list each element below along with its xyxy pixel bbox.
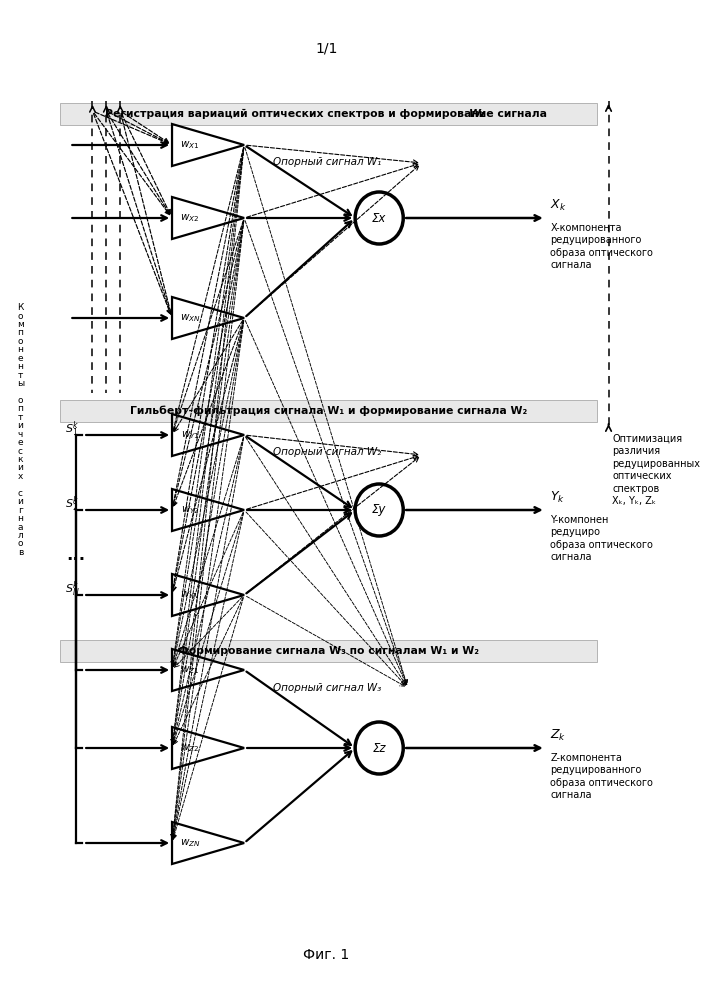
Text: Σy: Σy: [372, 504, 387, 516]
Text: $w_{X2}$: $w_{X2}$: [180, 212, 199, 224]
Text: Опорный сигнал W₂: Опорный сигнал W₂: [273, 447, 381, 457]
Text: Фиг. 1: Фиг. 1: [303, 948, 349, 962]
Text: $S^k_N$: $S^k_N$: [65, 579, 79, 599]
Text: ...: ...: [66, 546, 86, 564]
Text: $w_{YN}$: $w_{YN}$: [180, 589, 200, 601]
Text: $w_{Y2}$: $w_{Y2}$: [181, 504, 199, 516]
Text: $w_{Z2}$: $w_{Z2}$: [180, 742, 199, 754]
Text: X-компонента
редуцированного
образа оптического
сигнала: X-компонента редуцированного образа опти…: [550, 223, 653, 270]
Text: Z-компонента
редуцированного
образа оптического
сигнала: Z-компонента редуцированного образа опти…: [550, 753, 653, 800]
Bar: [60, 640, 597, 662]
Text: К
о
м
п
о
н
е
н
т
ы

о
п
т
и
ч
е
с
к
и
х

с
и
г
н
а
л
о
в: К о м п о н е н т ы о п т и ч е с к и х …: [17, 303, 24, 557]
Text: Регистрация вариаций оптических спектров и формирование сигнала: Регистрация вариаций оптических спектров…: [105, 109, 551, 119]
Bar: [60, 400, 597, 422]
Text: W₁: W₁: [469, 109, 486, 119]
Text: Σz: Σz: [373, 742, 386, 754]
Text: Опорный сигнал W₁: Опорный сигнал W₁: [273, 157, 381, 167]
Text: $w_{Y1}$: $w_{Y1}$: [180, 429, 199, 441]
Text: Оптимизация
различия
редуцированных
оптических
спектров
Xₖ, Yₖ, Zₖ: Оптимизация различия редуцированных опти…: [612, 434, 700, 506]
Bar: [60, 103, 597, 125]
Text: Σx: Σx: [372, 212, 387, 225]
Text: Опорный сигнал W₃: Опорный сигнал W₃: [273, 683, 381, 693]
Text: $Z_k$: $Z_k$: [550, 728, 566, 743]
Text: $w_{XN}$: $w_{XN}$: [180, 312, 200, 324]
Text: Y-компонен
редуциро
образа оптического
сигнала: Y-компонен редуциро образа оптического с…: [550, 515, 653, 562]
Text: $X_k$: $X_k$: [550, 198, 567, 213]
Text: $w_{Z1}$: $w_{Z1}$: [180, 664, 200, 676]
Text: $S^k_2$: $S^k_2$: [65, 494, 79, 514]
Text: Гильберт-фильтрация сигнала W₁ и формирование сигнала W₂: Гильберт-фильтрация сигнала W₁ и формиро…: [129, 406, 527, 416]
Text: 1/1: 1/1: [315, 41, 338, 55]
Text: $w_{ZN}$: $w_{ZN}$: [180, 837, 200, 849]
Text: $S^k_1$: $S^k_1$: [65, 419, 79, 439]
Text: Формирование сигнала W₃ по сигналам W₁ и W₂: Формирование сигнала W₃ по сигналам W₁ и…: [178, 646, 479, 656]
Text: $w_{X1}$: $w_{X1}$: [180, 139, 200, 151]
Text: $Y_k$: $Y_k$: [550, 490, 566, 505]
